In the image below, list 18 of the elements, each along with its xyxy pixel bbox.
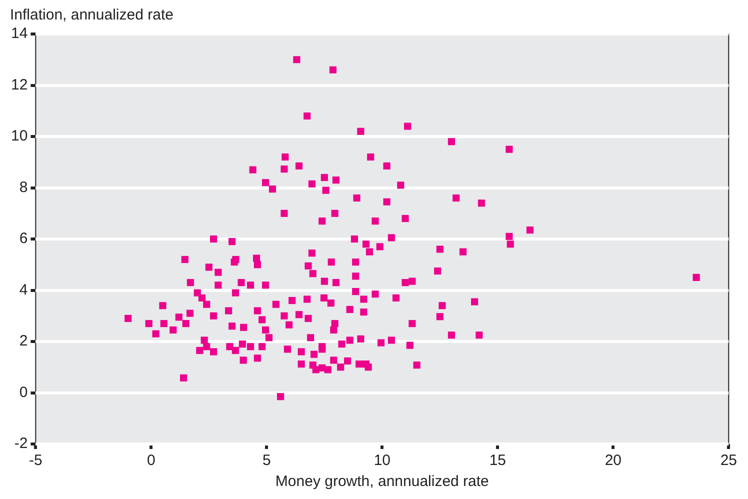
x-tick-label: 20 — [604, 452, 622, 470]
x-tick-label: 0 — [147, 452, 156, 470]
y-tick-label: 14 — [10, 25, 28, 42]
y-tick-label: 10 — [10, 128, 28, 145]
x-tick-label: 15 — [489, 452, 506, 470]
x-tick-label: 5 — [262, 452, 271, 470]
y-tick-label: 4 — [19, 281, 28, 298]
y-tick-label: 8 — [19, 178, 28, 196]
y-tick-label: 12 — [10, 76, 28, 94]
x-tick-label: 25 — [720, 452, 737, 470]
y-tick-label: 6 — [19, 230, 28, 248]
y-axis-title: Inflation, annualized rate — [10, 6, 174, 24]
x-axis-title: Money growth, annnualized rate — [275, 473, 489, 490]
y-tick-label: -2 — [14, 435, 28, 452]
x-tick-label: 10 — [374, 452, 391, 470]
y-tick-label: 2 — [19, 332, 28, 350]
y-tick-label: 0 — [19, 384, 28, 401]
x-tick-label: -5 — [29, 452, 42, 470]
